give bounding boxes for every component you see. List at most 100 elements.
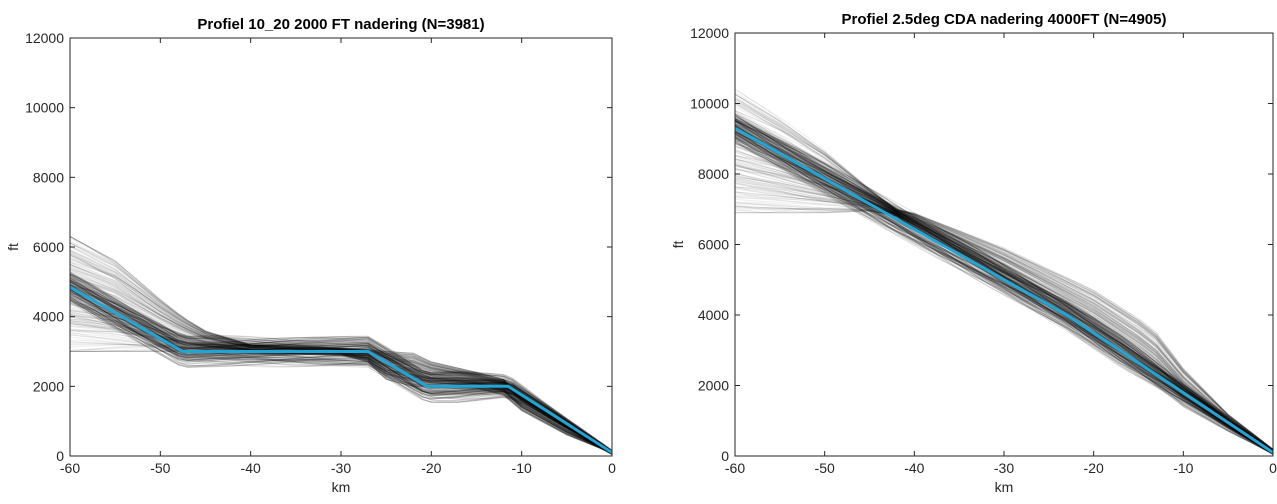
track-line — [735, 131, 1273, 454]
track-line — [70, 292, 612, 454]
track-line — [70, 260, 612, 452]
track-line — [735, 129, 1273, 451]
track-line — [735, 135, 1273, 454]
track-line — [70, 297, 612, 455]
track-line — [735, 131, 1273, 452]
track-line — [735, 93, 1273, 450]
track-line — [735, 131, 1273, 454]
track-line — [735, 126, 1273, 453]
track-line — [70, 287, 612, 454]
track-line — [70, 240, 612, 452]
track-line — [735, 197, 1273, 454]
track-line — [70, 280, 612, 453]
track-line — [735, 176, 1273, 454]
track-line — [70, 273, 612, 452]
track-line — [735, 177, 1273, 453]
track-line — [735, 120, 1273, 452]
track-line — [70, 300, 612, 455]
track-line — [735, 113, 1273, 451]
x-tick-label: -50 — [815, 460, 835, 476]
track-line — [70, 236, 612, 452]
track-line — [735, 136, 1273, 455]
track-line — [735, 91, 1273, 450]
track-line — [735, 198, 1273, 454]
track-line — [70, 297, 612, 455]
track-line — [70, 263, 612, 452]
track-line — [735, 124, 1273, 453]
track-line — [70, 243, 612, 452]
track-line — [735, 124, 1273, 453]
track-line — [735, 141, 1273, 456]
track-line — [735, 123, 1273, 453]
track-line — [70, 294, 612, 455]
track-line — [735, 151, 1273, 453]
track-line — [70, 329, 612, 454]
profile-line — [735, 126, 1273, 454]
track-line — [70, 274, 612, 452]
track-line — [70, 258, 612, 452]
track-line — [735, 159, 1273, 452]
track-line — [735, 120, 1273, 453]
track-line — [70, 346, 612, 454]
track-line — [735, 113, 1273, 452]
track-line — [70, 250, 612, 452]
track-line — [735, 140, 1273, 455]
track-line — [735, 139, 1273, 455]
track-line — [735, 102, 1273, 451]
track-line — [735, 116, 1273, 451]
track-line — [735, 110, 1273, 450]
track-line — [70, 341, 612, 454]
track-line — [735, 93, 1273, 450]
track-line — [735, 123, 1273, 451]
track-line — [735, 163, 1273, 453]
track-line — [70, 332, 612, 454]
track-line — [70, 272, 612, 452]
track-line — [70, 321, 612, 454]
track-line — [70, 242, 612, 452]
track-line — [735, 202, 1273, 455]
track-line — [735, 119, 1273, 451]
track-line — [735, 97, 1273, 450]
track-line — [735, 122, 1273, 451]
track-line — [735, 115, 1273, 452]
track-line — [735, 210, 1273, 455]
track-line — [735, 138, 1273, 452]
track-line — [70, 320, 612, 454]
track-line — [735, 99, 1273, 450]
track-line — [70, 329, 612, 454]
track-line — [735, 135, 1273, 454]
track-line — [70, 350, 612, 454]
track-line — [735, 178, 1273, 453]
track-line — [70, 236, 612, 452]
track-line — [70, 236, 612, 452]
track-line — [735, 203, 1273, 455]
y-axis-label: ft — [5, 243, 21, 251]
track-line — [735, 100, 1273, 450]
track-line — [735, 132, 1273, 454]
track-line — [735, 149, 1273, 453]
track-line — [735, 132, 1273, 451]
track-line — [735, 165, 1273, 452]
track-line — [70, 345, 612, 454]
track-line — [70, 275, 612, 452]
track-line — [735, 114, 1273, 451]
track-line — [735, 123, 1273, 453]
track-line — [70, 350, 612, 454]
track-line — [735, 88, 1273, 450]
x-tick-label: 0 — [1269, 460, 1277, 476]
track-line — [735, 188, 1273, 453]
track-line — [70, 276, 612, 452]
track-line — [70, 330, 612, 454]
track-line — [735, 102, 1273, 451]
track-line — [735, 180, 1273, 454]
track-line — [735, 114, 1273, 451]
y-tick-label: 2000 — [33, 378, 64, 394]
track-line — [735, 103, 1273, 450]
track-line — [70, 250, 612, 452]
track-line — [70, 300, 612, 455]
track-line — [70, 323, 612, 454]
track-line — [735, 109, 1273, 450]
track-line — [735, 113, 1273, 451]
track-line — [735, 191, 1273, 454]
track-line — [70, 294, 612, 455]
